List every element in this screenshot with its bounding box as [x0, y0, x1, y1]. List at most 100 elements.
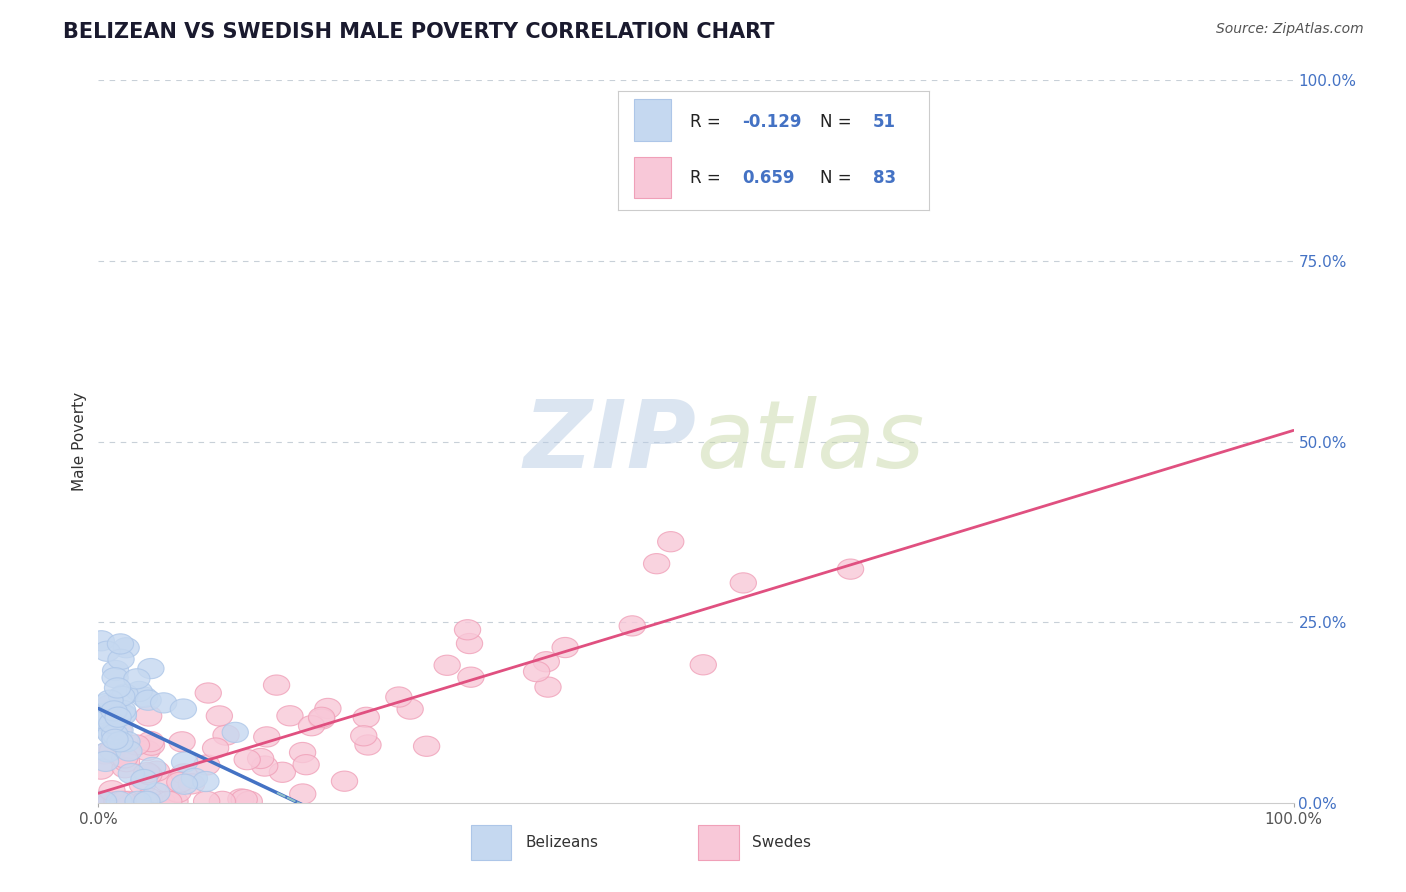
Ellipse shape	[292, 755, 319, 775]
Ellipse shape	[350, 726, 377, 746]
Ellipse shape	[97, 690, 124, 710]
Ellipse shape	[162, 791, 188, 812]
Ellipse shape	[125, 791, 152, 812]
Ellipse shape	[89, 631, 114, 651]
Ellipse shape	[156, 791, 181, 812]
Ellipse shape	[165, 782, 191, 802]
Ellipse shape	[413, 736, 440, 756]
Ellipse shape	[277, 706, 304, 726]
Ellipse shape	[149, 791, 176, 812]
Ellipse shape	[181, 768, 208, 789]
Ellipse shape	[98, 713, 125, 733]
Ellipse shape	[98, 780, 125, 801]
Ellipse shape	[523, 662, 550, 681]
Ellipse shape	[253, 727, 280, 747]
Ellipse shape	[124, 735, 149, 756]
Ellipse shape	[134, 763, 160, 783]
Ellipse shape	[179, 773, 205, 794]
Ellipse shape	[124, 669, 150, 689]
Ellipse shape	[107, 720, 134, 740]
Ellipse shape	[172, 774, 198, 795]
Ellipse shape	[134, 791, 160, 812]
Ellipse shape	[87, 710, 114, 731]
Ellipse shape	[222, 723, 249, 742]
Ellipse shape	[101, 701, 127, 721]
Ellipse shape	[101, 729, 128, 749]
Ellipse shape	[228, 789, 254, 809]
Ellipse shape	[131, 687, 157, 707]
Text: ZIP: ZIP	[523, 395, 696, 488]
Ellipse shape	[107, 731, 134, 752]
Ellipse shape	[93, 751, 118, 772]
Ellipse shape	[170, 764, 197, 784]
Ellipse shape	[533, 652, 560, 672]
Ellipse shape	[134, 791, 160, 812]
Ellipse shape	[194, 755, 219, 775]
Ellipse shape	[105, 791, 132, 812]
Ellipse shape	[155, 772, 180, 792]
Ellipse shape	[112, 757, 138, 778]
Ellipse shape	[127, 681, 152, 701]
Y-axis label: Male Poverty: Male Poverty	[72, 392, 87, 491]
Ellipse shape	[290, 784, 316, 804]
Ellipse shape	[87, 791, 114, 812]
Ellipse shape	[619, 615, 645, 636]
Ellipse shape	[112, 638, 139, 658]
Ellipse shape	[110, 705, 136, 725]
Ellipse shape	[103, 667, 128, 688]
Ellipse shape	[114, 731, 141, 752]
Ellipse shape	[114, 752, 139, 772]
Ellipse shape	[135, 690, 162, 710]
Ellipse shape	[290, 742, 316, 763]
Ellipse shape	[308, 707, 335, 727]
Ellipse shape	[252, 756, 278, 776]
Text: Source: ZipAtlas.com: Source: ZipAtlas.com	[1216, 22, 1364, 37]
Ellipse shape	[134, 740, 160, 761]
Ellipse shape	[644, 554, 669, 574]
Ellipse shape	[87, 708, 114, 729]
Ellipse shape	[212, 725, 239, 745]
Ellipse shape	[87, 791, 114, 812]
Ellipse shape	[434, 655, 460, 675]
Ellipse shape	[118, 764, 145, 784]
Ellipse shape	[269, 762, 295, 782]
Ellipse shape	[195, 683, 221, 703]
Ellipse shape	[138, 735, 165, 756]
Ellipse shape	[658, 532, 683, 552]
Ellipse shape	[108, 649, 134, 669]
Ellipse shape	[105, 721, 132, 740]
Ellipse shape	[96, 695, 122, 715]
Ellipse shape	[169, 731, 195, 752]
Ellipse shape	[135, 706, 162, 726]
Ellipse shape	[385, 687, 412, 707]
Ellipse shape	[263, 675, 290, 695]
Ellipse shape	[332, 771, 357, 791]
Ellipse shape	[98, 791, 124, 812]
Ellipse shape	[534, 677, 561, 698]
Ellipse shape	[94, 641, 120, 661]
Ellipse shape	[93, 693, 120, 714]
Ellipse shape	[172, 752, 198, 772]
Ellipse shape	[209, 791, 235, 812]
Ellipse shape	[87, 759, 114, 780]
Ellipse shape	[115, 741, 142, 761]
Ellipse shape	[143, 783, 170, 803]
Ellipse shape	[91, 791, 117, 812]
Ellipse shape	[354, 735, 381, 756]
Ellipse shape	[103, 660, 129, 681]
Ellipse shape	[202, 738, 229, 758]
Ellipse shape	[236, 791, 263, 812]
Ellipse shape	[115, 791, 141, 812]
Ellipse shape	[838, 559, 863, 579]
Ellipse shape	[730, 573, 756, 593]
Ellipse shape	[193, 772, 219, 791]
Ellipse shape	[458, 667, 484, 688]
Ellipse shape	[298, 715, 325, 736]
Ellipse shape	[247, 748, 274, 769]
Ellipse shape	[150, 693, 177, 713]
Ellipse shape	[167, 772, 193, 792]
Ellipse shape	[138, 731, 165, 752]
Ellipse shape	[111, 747, 138, 768]
Ellipse shape	[97, 722, 122, 742]
Ellipse shape	[110, 700, 136, 721]
